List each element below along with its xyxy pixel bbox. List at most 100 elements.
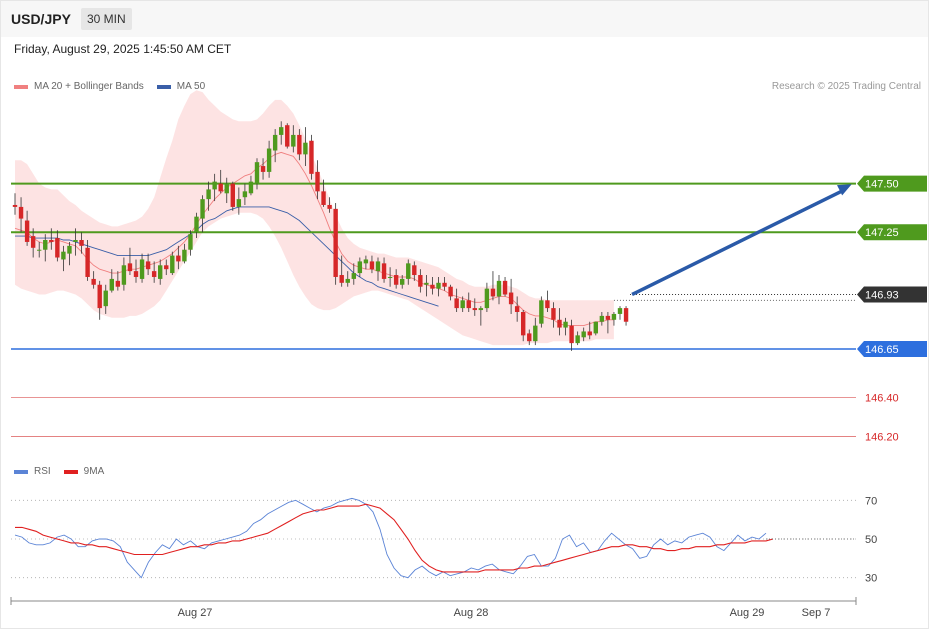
candle-body xyxy=(236,199,242,207)
candle xyxy=(557,308,562,336)
header-bar: USD/JPY 30 MIN xyxy=(1,1,928,37)
level-label: 146.65 xyxy=(865,344,899,356)
candle xyxy=(24,210,30,246)
candle xyxy=(224,177,229,204)
candle-body xyxy=(363,259,369,264)
timeframe-button[interactable]: 30 MIN xyxy=(81,8,132,30)
candle xyxy=(49,228,54,250)
level-resistance-147-25: 147.25 xyxy=(11,224,927,241)
legend-rsi-swatch xyxy=(14,469,28,474)
candle-body xyxy=(605,315,611,320)
candle-body xyxy=(490,288,496,297)
candle-body xyxy=(12,204,18,207)
candle xyxy=(424,275,429,297)
datetime-label: Friday, August 29, 2025 1:45:50 AM CET xyxy=(14,42,232,56)
candle-body xyxy=(514,306,520,312)
candle xyxy=(345,271,350,287)
candle xyxy=(605,312,611,334)
candle xyxy=(297,129,302,161)
candle xyxy=(194,212,199,239)
candle xyxy=(12,193,18,215)
candle-body xyxy=(37,249,42,251)
candle-body xyxy=(345,278,350,283)
candle-body xyxy=(617,308,623,314)
candle-body xyxy=(339,275,344,283)
candle xyxy=(575,331,580,346)
candle-body xyxy=(266,148,272,172)
candle-body xyxy=(448,286,453,297)
candle xyxy=(508,278,514,314)
candle-body xyxy=(442,282,447,287)
candle-body xyxy=(418,275,423,287)
candle-body xyxy=(587,331,592,336)
candle-body xyxy=(43,240,48,250)
candle-body xyxy=(327,204,332,209)
candle xyxy=(73,228,78,256)
level-minor-146-20: 146.20 xyxy=(11,432,899,444)
candle xyxy=(170,251,175,276)
candle xyxy=(393,269,399,289)
candle-body xyxy=(55,238,60,258)
candle xyxy=(115,271,121,291)
candle-body xyxy=(575,335,580,344)
candle-body xyxy=(369,261,375,270)
candle xyxy=(436,276,441,297)
candle xyxy=(478,306,484,326)
candle xyxy=(260,158,266,180)
candle-body xyxy=(18,206,24,219)
symbol-label: USD/JPY xyxy=(11,11,71,27)
candle-body xyxy=(430,284,435,289)
candle-body xyxy=(393,275,399,285)
candle-body xyxy=(557,319,562,328)
legend-rsi: RSI xyxy=(14,466,51,477)
candle-body xyxy=(412,265,417,276)
candle xyxy=(327,197,332,213)
candle-body xyxy=(73,240,78,242)
candle-body xyxy=(200,199,205,219)
candle xyxy=(291,125,296,153)
candle-body xyxy=(563,321,568,328)
level-label: 147.25 xyxy=(865,227,899,239)
candle xyxy=(400,275,405,289)
level-last-146-93: 146.93 xyxy=(630,286,927,303)
candle xyxy=(79,232,84,254)
ma50-line xyxy=(15,206,439,307)
candle xyxy=(254,158,260,190)
candle xyxy=(357,257,363,277)
candle xyxy=(466,292,471,312)
candle-body xyxy=(309,140,314,174)
candle-body xyxy=(67,245,72,254)
candle-body xyxy=(242,191,248,198)
candle xyxy=(363,255,369,270)
candle-body xyxy=(551,308,556,320)
candle xyxy=(351,263,356,285)
candle xyxy=(37,241,42,258)
candle xyxy=(502,276,508,297)
level-label: 146.93 xyxy=(865,289,899,301)
candle xyxy=(230,181,235,211)
candle-body xyxy=(521,312,526,336)
candle xyxy=(545,290,550,312)
rsi-pane: 70 50 30 xyxy=(11,495,877,585)
candle xyxy=(109,269,114,293)
level-tag xyxy=(857,224,927,241)
candle-body xyxy=(466,300,471,309)
candle-body xyxy=(30,236,36,248)
candle-body xyxy=(357,261,363,274)
candle xyxy=(97,280,102,320)
candle-body xyxy=(115,280,121,287)
rsi-legend: RSI 9MA xyxy=(14,466,117,477)
candle xyxy=(387,267,393,287)
candle-body xyxy=(49,240,54,242)
candle xyxy=(484,282,490,312)
x-tick-label: Aug 27 xyxy=(178,607,213,619)
legend-ma20: MA 20 + Bollinger Bands xyxy=(14,81,144,92)
level-minor-146-40: 146.40 xyxy=(11,393,899,405)
candle xyxy=(158,259,163,285)
candle xyxy=(527,329,532,346)
x-tick-label: Sep 7 xyxy=(802,607,831,619)
candle xyxy=(460,296,465,312)
candle-body xyxy=(454,298,459,309)
candle xyxy=(272,129,278,163)
